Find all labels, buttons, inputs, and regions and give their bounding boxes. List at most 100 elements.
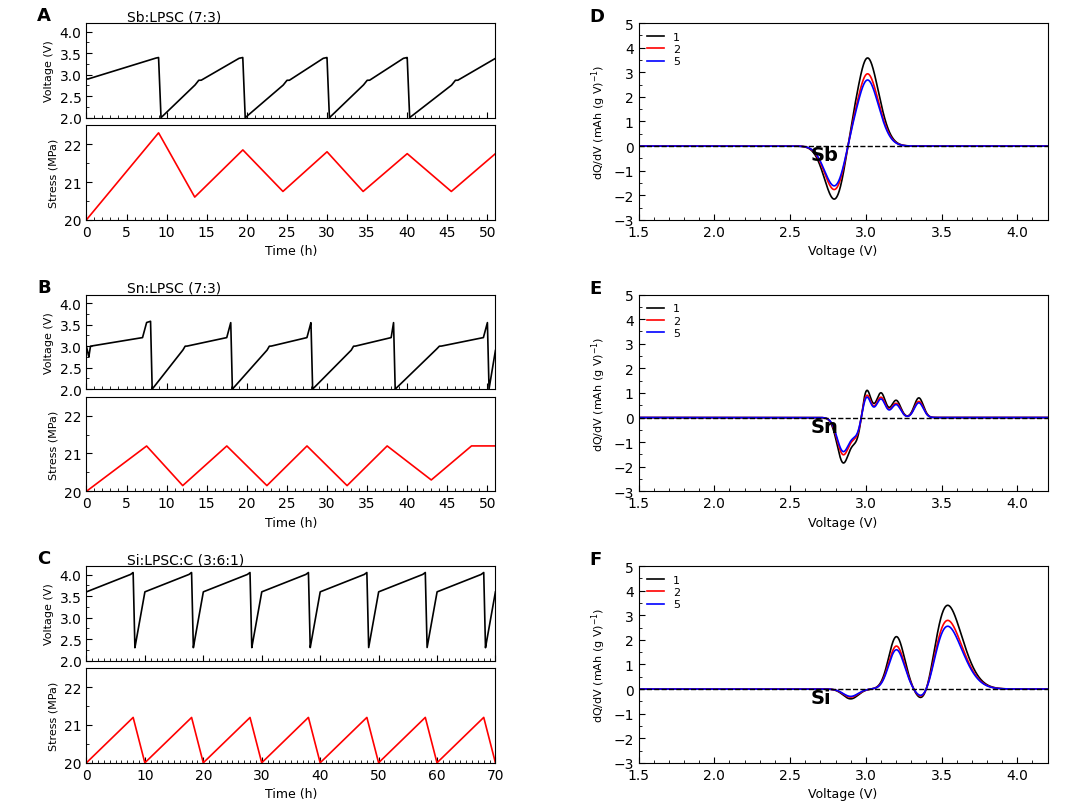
2 [653,142,666,152]
Line: 5: 5 [638,81,1048,186]
Y-axis label: Stress (MPa): Stress (MPa) [49,681,58,750]
1 [1029,684,1042,694]
1 [1029,142,1042,152]
1 [1041,684,1054,694]
1 [820,414,833,424]
Text: Sb:LPSC (7:3): Sb:LPSC (7:3) [127,10,221,24]
5 [632,142,645,152]
2 [955,414,968,423]
2 [1029,414,1042,423]
X-axis label: Voltage (V): Voltage (V) [809,245,878,258]
5 [942,622,955,631]
2 [1041,414,1054,423]
5 [820,684,833,694]
2 [632,414,645,423]
5 [827,181,840,191]
5 [1029,142,1042,152]
5 [861,76,874,86]
Y-axis label: dQ/dV (mAh (g V)$^{-1}$): dQ/dV (mAh (g V)$^{-1}$) [589,607,608,722]
Line: 2: 2 [638,396,1048,455]
1 [861,386,874,396]
2 [1029,684,1042,694]
1 [1029,142,1042,152]
Text: D: D [590,8,605,26]
5 [955,142,968,152]
2 [1029,414,1042,423]
2 [831,686,843,695]
1 [632,414,645,423]
Line: 1: 1 [638,605,1048,699]
2 [820,684,833,694]
2 [955,639,968,649]
1 [632,142,645,152]
Y-axis label: Stress (MPa): Stress (MPa) [49,410,58,479]
2 [831,437,843,446]
2 [832,182,845,192]
5 [955,414,968,423]
Y-axis label: dQ/dV (mAh (g V)$^{-1}$): dQ/dV (mAh (g V)$^{-1}$) [589,336,608,451]
5 [1029,414,1042,423]
1 [1029,684,1042,694]
2 [1029,142,1042,152]
1 [1029,414,1042,423]
2 [820,174,833,184]
X-axis label: Voltage (V): Voltage (V) [809,787,878,801]
1 [653,142,666,152]
Legend: 1, 2, 5: 1, 2, 5 [644,301,684,342]
Y-axis label: Voltage (V): Voltage (V) [44,583,54,645]
Text: B: B [38,278,51,296]
2 [1041,684,1054,694]
5 [837,447,850,457]
1 [831,442,843,451]
5 [632,414,645,423]
5 [632,684,645,694]
Line: 1: 1 [638,391,1048,463]
5 [1029,414,1042,423]
5 [653,414,666,423]
Text: Sn:LPSC (7:3): Sn:LPSC (7:3) [127,281,221,296]
1 [653,684,666,694]
5 [1029,684,1042,694]
1 [955,142,968,152]
1 [831,687,843,696]
Text: Sn: Sn [810,417,838,436]
1 [820,181,833,191]
Line: 2: 2 [638,75,1048,190]
5 [831,434,843,444]
5 [831,686,843,695]
X-axis label: Time (h): Time (h) [265,516,318,529]
2 [827,185,840,195]
2 [1029,684,1042,694]
1 [832,191,845,201]
1 [1029,414,1042,423]
5 [1041,414,1054,423]
2 [861,70,874,79]
2 [845,692,858,702]
5 [820,172,833,181]
X-axis label: Voltage (V): Voltage (V) [809,516,878,529]
5 [845,691,858,701]
5 [1041,684,1054,694]
1 [942,601,955,610]
2 [837,450,850,460]
5 [955,643,968,653]
Text: C: C [38,549,51,568]
Y-axis label: dQ/dV (mAh (g V)$^{-1}$): dQ/dV (mAh (g V)$^{-1}$) [589,65,608,180]
1 [820,684,833,694]
2 [1041,142,1054,152]
2 [632,684,645,694]
5 [861,393,874,402]
5 [820,414,833,424]
Text: Sb: Sb [810,146,838,165]
2 [632,142,645,152]
5 [1029,142,1042,152]
5 [1041,142,1054,152]
2 [861,391,874,401]
1 [861,54,874,63]
2 [653,684,666,694]
Y-axis label: Stress (MPa): Stress (MPa) [49,139,58,208]
Y-axis label: Voltage (V): Voltage (V) [44,40,54,102]
1 [632,684,645,694]
X-axis label: Time (h): Time (h) [265,787,318,801]
2 [1029,142,1042,152]
